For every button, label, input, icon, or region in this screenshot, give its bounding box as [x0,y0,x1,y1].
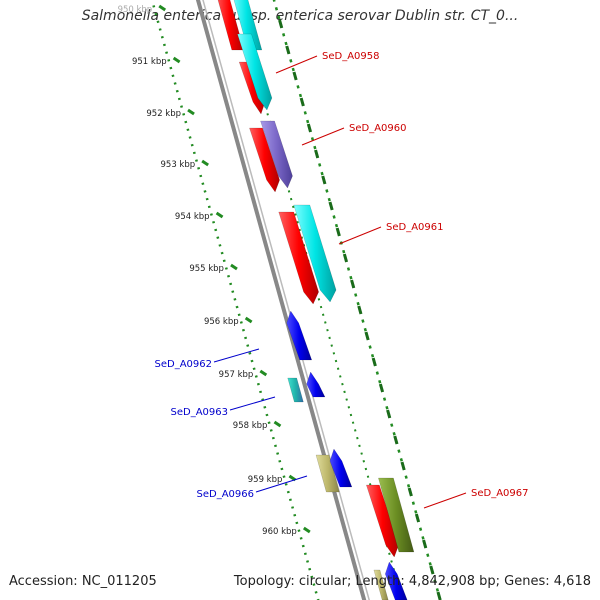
kbp-tick-mark [158,4,167,12]
kbp-tick-label: 950 kbp [118,5,153,15]
gene-feature-cyan[interactable] [237,33,273,111]
gene-feature-red[interactable] [278,211,319,305]
kbp-tick-label: 951 kbp [132,57,167,67]
outer-guide-tick [285,45,291,55]
outer-guide-tick [378,383,385,393]
outer-guide-tick [386,409,392,419]
gene-feature-blue[interactable] [384,561,408,600]
gene-label[interactable]: SeD_A0963 [171,407,229,418]
kbp-tick-label: 952 kbp [146,109,181,119]
kbp-ruler-line [150,0,320,600]
kbp-tick-mark [244,316,253,324]
gene-label[interactable]: SeD_A0960 [349,123,407,134]
kbp-tick-label: 956 kbp [204,317,239,327]
outer-guide-tick [278,19,284,29]
gene-label-leader [213,348,260,363]
kbp-tick-mark [273,420,282,428]
outer-guide-tick [422,539,428,549]
gene-label-leader [301,127,345,146]
genome-summary: Topology: circular; Length: 4,842,908 bp… [233,574,591,589]
gene-label[interactable]: SeD_A0966 [197,489,255,500]
gene-feature-red[interactable] [249,127,280,193]
kbp-tick-mark [259,369,268,377]
outer-guide-tick [393,435,399,445]
kbp-tick-mark [172,56,181,64]
kbp-tick-mark [302,526,311,534]
gene-feature-blue[interactable] [329,448,353,488]
gene-label[interactable]: SeD_A0962 [155,359,213,370]
kbp-tick-mark [215,211,224,219]
kbp-tick-mark [230,263,238,271]
outer-guide-tick [321,175,327,185]
outer-guide-tick [436,591,442,600]
forward-outer-guide-line [272,0,442,600]
outer-guide-tick [350,279,356,289]
kbp-tick-label: 960 kbp [262,527,297,537]
gene-label[interactable]: SeD_A0958 [322,51,380,62]
kbp-tick-mark [201,159,209,167]
gene-feature-cyan[interactable] [293,204,337,303]
kbp-tick-label: 957 kbp [219,370,254,380]
map-title: Salmonella enterica subsp. enterica sero… [81,8,519,24]
outer-guide-tick [429,565,435,575]
gene-label[interactable]: SeD_A0961 [386,222,444,233]
gene-label-leader [275,55,318,74]
outer-guide-tick [407,487,413,497]
sequence-backbone-shadow [202,0,370,600]
outer-guide-tick [342,253,349,263]
outer-guide-tick [335,227,341,237]
gene-feature-olive[interactable] [378,477,415,553]
gene-feature-purple[interactable] [260,120,293,189]
outer-guide-tick [306,123,313,133]
gene-label-leader [338,226,382,245]
kbp-tick-label: 955 kbp [189,264,224,274]
kbp-tick-label: 954 kbp [175,212,210,222]
kbp-tick-label: 959 kbp [248,475,283,485]
gene-feature-orange[interactable] [373,569,389,600]
accession-label: Accession: NC_011205 [9,574,157,589]
outer-guide-tick [314,149,320,159]
kbp-tick-mark [187,108,195,116]
outer-guide-tick [292,71,298,81]
gene-feature-khaki[interactable] [315,454,340,493]
kbp-tick-mark [288,474,297,482]
outer-guide-tick [364,331,370,341]
gene-feature-blue[interactable] [286,310,313,361]
gene-label-leader [423,492,467,509]
gene-feature-cyan[interactable] [231,0,263,51]
outer-guide-tick [414,513,421,523]
kbp-tick-label: 953 kbp [161,160,196,170]
outer-guide-tick [400,461,406,471]
kbp-tick-label: 958 kbp [233,421,268,431]
outer-guide-tick [299,97,305,107]
gene-feature-red[interactable] [366,484,399,558]
sequence-backbone [195,0,367,600]
gene-label-leader [229,396,276,411]
gene-label-leader [255,475,308,493]
gene-label[interactable]: SeD_A0967 [471,488,529,499]
outer-guide-tick [357,305,363,315]
outer-guide-tick [328,201,334,211]
gene-feature-teal[interactable] [287,377,304,403]
outer-guide-tick [371,357,377,367]
gene-feature-blue[interactable] [306,371,326,398]
